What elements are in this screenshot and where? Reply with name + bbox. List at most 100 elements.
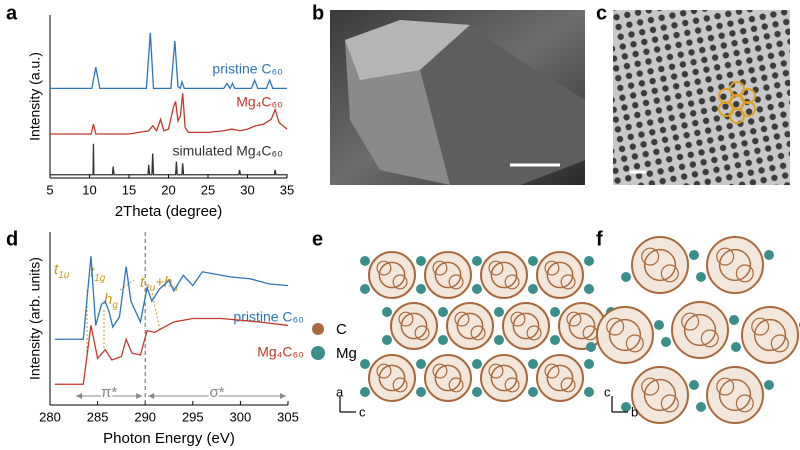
fullerene (480, 354, 528, 402)
annotation-subscript: 1u (58, 270, 70, 281)
x-tick-label: 300 (230, 409, 252, 424)
mg-atom (584, 387, 594, 397)
fullerene-ring (568, 312, 596, 340)
panel-label: b (312, 2, 324, 24)
fullerene (390, 302, 438, 350)
fullerene-ring (751, 317, 770, 336)
fullerene (368, 251, 416, 299)
annotation-subscript: 2u (143, 283, 156, 294)
axis-label: c (604, 384, 611, 399)
annotation-text: t (140, 274, 145, 291)
x-axis-label: 2Theta (degree) (115, 203, 223, 220)
mg-atom (360, 387, 370, 397)
mg-atom (550, 335, 560, 345)
fullerene-ring (454, 311, 470, 327)
fullerene-ring (735, 394, 754, 413)
mg-atom (494, 335, 504, 345)
x-tick-label: 280 (39, 409, 61, 424)
mg-atom (689, 250, 699, 260)
crystal-top (345, 20, 470, 80)
series-label: pristine C₆₀ (212, 61, 283, 77)
mg-atom (416, 359, 426, 369)
fullerene (631, 236, 689, 294)
mg-atom (472, 387, 482, 397)
fullerene (502, 302, 550, 350)
fullerene-ring (643, 248, 677, 282)
mg-atom (550, 307, 560, 317)
mg-atom (528, 284, 538, 294)
lattice-image (613, 10, 790, 185)
crystal-face (420, 25, 585, 185)
mg-atom (654, 320, 664, 330)
fullerene (671, 301, 729, 359)
series-label: Mg₄C₆₀ (257, 344, 304, 360)
fullerene-ring (606, 317, 625, 336)
fullerene-ring (700, 329, 719, 348)
fullerene-ring (641, 247, 660, 266)
fullerene (536, 251, 584, 299)
mg-atom (360, 284, 370, 294)
mg-atom (382, 307, 392, 317)
overlay-ring (740, 101, 756, 117)
fullerene (631, 366, 689, 424)
fullerene-ring (546, 261, 574, 289)
series-line (50, 143, 287, 176)
fullerene-ring (378, 261, 406, 289)
x-tick-label: 15 (122, 182, 136, 197)
mg-atom (438, 307, 448, 317)
fullerene-ring (456, 312, 484, 340)
fullerene-ring (566, 311, 582, 327)
fullerene-ring (753, 318, 787, 352)
fullerene-ring (718, 378, 752, 412)
fullerene (368, 354, 416, 402)
mg-atom (494, 307, 504, 317)
fullerene-ring (448, 377, 464, 393)
fullerene-ring (448, 274, 464, 290)
annotation: t1u (54, 261, 70, 281)
fullerene-ring (544, 260, 560, 276)
y-axis-label: Intensity (arb. units) (27, 257, 43, 380)
mg-atom (764, 380, 774, 390)
mg-atom (696, 272, 706, 282)
fullerene-ring (641, 377, 660, 396)
fullerene (424, 354, 472, 402)
fullerene-ring (718, 248, 752, 282)
series-label: pristine C₆₀ (233, 309, 304, 325)
x-tick-label: 20 (161, 182, 175, 197)
fullerene-ring (470, 325, 486, 341)
fullerene-ring (643, 378, 677, 412)
fullerene-ring (378, 364, 406, 392)
axis-label: c (359, 404, 366, 419)
series-label: simulated Mg₄C₆₀ (172, 143, 283, 159)
legend-swatch (312, 323, 324, 335)
annotation-text: t (54, 261, 59, 278)
overlay (718, 81, 756, 124)
series-line (54, 317, 289, 385)
mg-atom (416, 256, 426, 266)
x-tick-label: 305 (277, 409, 299, 424)
fullerene (536, 354, 584, 402)
x-tick-label: 25 (201, 182, 215, 197)
fullerene-ring (504, 274, 520, 290)
x-tick-label: 295 (182, 409, 204, 424)
x-tick-label: 35 (280, 182, 294, 197)
fullerene-ring (546, 364, 574, 392)
arrow-head (76, 393, 82, 399)
mg-atom (621, 272, 631, 282)
fullerene-ring (434, 364, 462, 392)
fullerene-ring (608, 318, 642, 352)
mg-atom (584, 359, 594, 369)
annotation-subscript: 1g (94, 273, 106, 284)
fullerene (596, 306, 654, 364)
fullerene-ring (400, 312, 428, 340)
fullerene-ring (392, 377, 408, 393)
mg-atom (764, 250, 774, 260)
axes-indicator (339, 396, 628, 413)
mg-atom (584, 284, 594, 294)
mg-atom (729, 315, 739, 325)
fullerene-ring (488, 363, 504, 379)
fullerene (706, 366, 764, 424)
fullerene-ring (512, 312, 540, 340)
fullerene-ring (504, 377, 520, 393)
